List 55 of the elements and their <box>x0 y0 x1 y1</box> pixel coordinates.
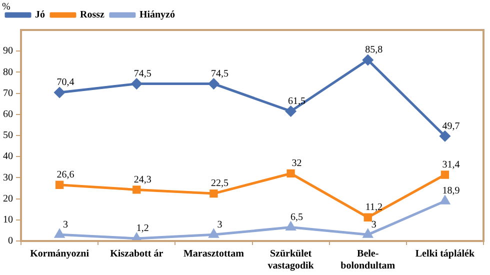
data-label: 3 <box>371 219 376 230</box>
y-tick-label: 40 <box>3 151 13 162</box>
data-label: 1,2 <box>136 223 149 234</box>
y-axis-title: % <box>2 2 10 13</box>
y-tick-label: 30 <box>3 172 13 184</box>
point <box>210 189 218 198</box>
x-tick-label: Lelki táplálék <box>415 248 475 260</box>
legend-label: Rossz <box>80 10 106 21</box>
point <box>131 78 142 90</box>
point <box>363 229 373 238</box>
legend-label: Jó <box>35 10 45 21</box>
y-tick-label: 20 <box>3 193 13 204</box>
y-tick-label: 10 <box>3 214 13 226</box>
point <box>440 196 450 204</box>
y-tick-label: 50 <box>3 130 13 142</box>
data-label: 32 <box>292 158 302 170</box>
point <box>286 106 296 116</box>
y-tick-label: 90 <box>3 46 13 57</box>
point <box>362 54 374 66</box>
data-label: 3 <box>63 219 68 230</box>
point <box>132 186 141 194</box>
point <box>286 222 296 231</box>
x-tick-label: Kiszabott ár <box>110 248 164 260</box>
data-label: 70,4 <box>56 77 74 88</box>
data-label: 18,9 <box>442 186 460 197</box>
data-label: 3 <box>217 219 222 230</box>
y-tick-label: 70 <box>3 88 13 99</box>
y-tick-label: 60 <box>3 109 13 120</box>
data-label: 74,5 <box>134 68 152 80</box>
data-label: 74,5 <box>210 68 228 80</box>
y-tick-label: 80 <box>3 66 13 78</box>
x-tick-label: Bele- bolondultam <box>340 248 396 272</box>
point <box>440 130 450 142</box>
data-label: 22,5 <box>210 178 228 190</box>
x-tick-label: Marasztottam <box>183 248 245 260</box>
point <box>54 87 65 98</box>
x-tick-label: Szürkület vastagodik <box>268 248 314 272</box>
point <box>286 169 295 178</box>
data-label: 24,3 <box>134 174 152 186</box>
data-label: 49,7 <box>442 120 460 132</box>
point <box>208 78 219 90</box>
point <box>208 229 218 238</box>
data-label: 85,8 <box>365 44 383 56</box>
point <box>364 213 372 222</box>
y-tick-label: 0 <box>8 236 13 247</box>
point <box>55 180 64 189</box>
data-label: 11,2 <box>365 202 382 213</box>
data-label: 61,5 <box>288 96 306 107</box>
data-label: 26,6 <box>56 170 74 180</box>
point <box>440 170 450 179</box>
point <box>54 229 64 238</box>
legend-label: Hiányzó <box>139 10 176 21</box>
x-tick-label: Kormányozni <box>30 248 90 260</box>
data-label: 6,5 <box>290 212 304 223</box>
data-label: 31,4 <box>442 159 460 170</box>
